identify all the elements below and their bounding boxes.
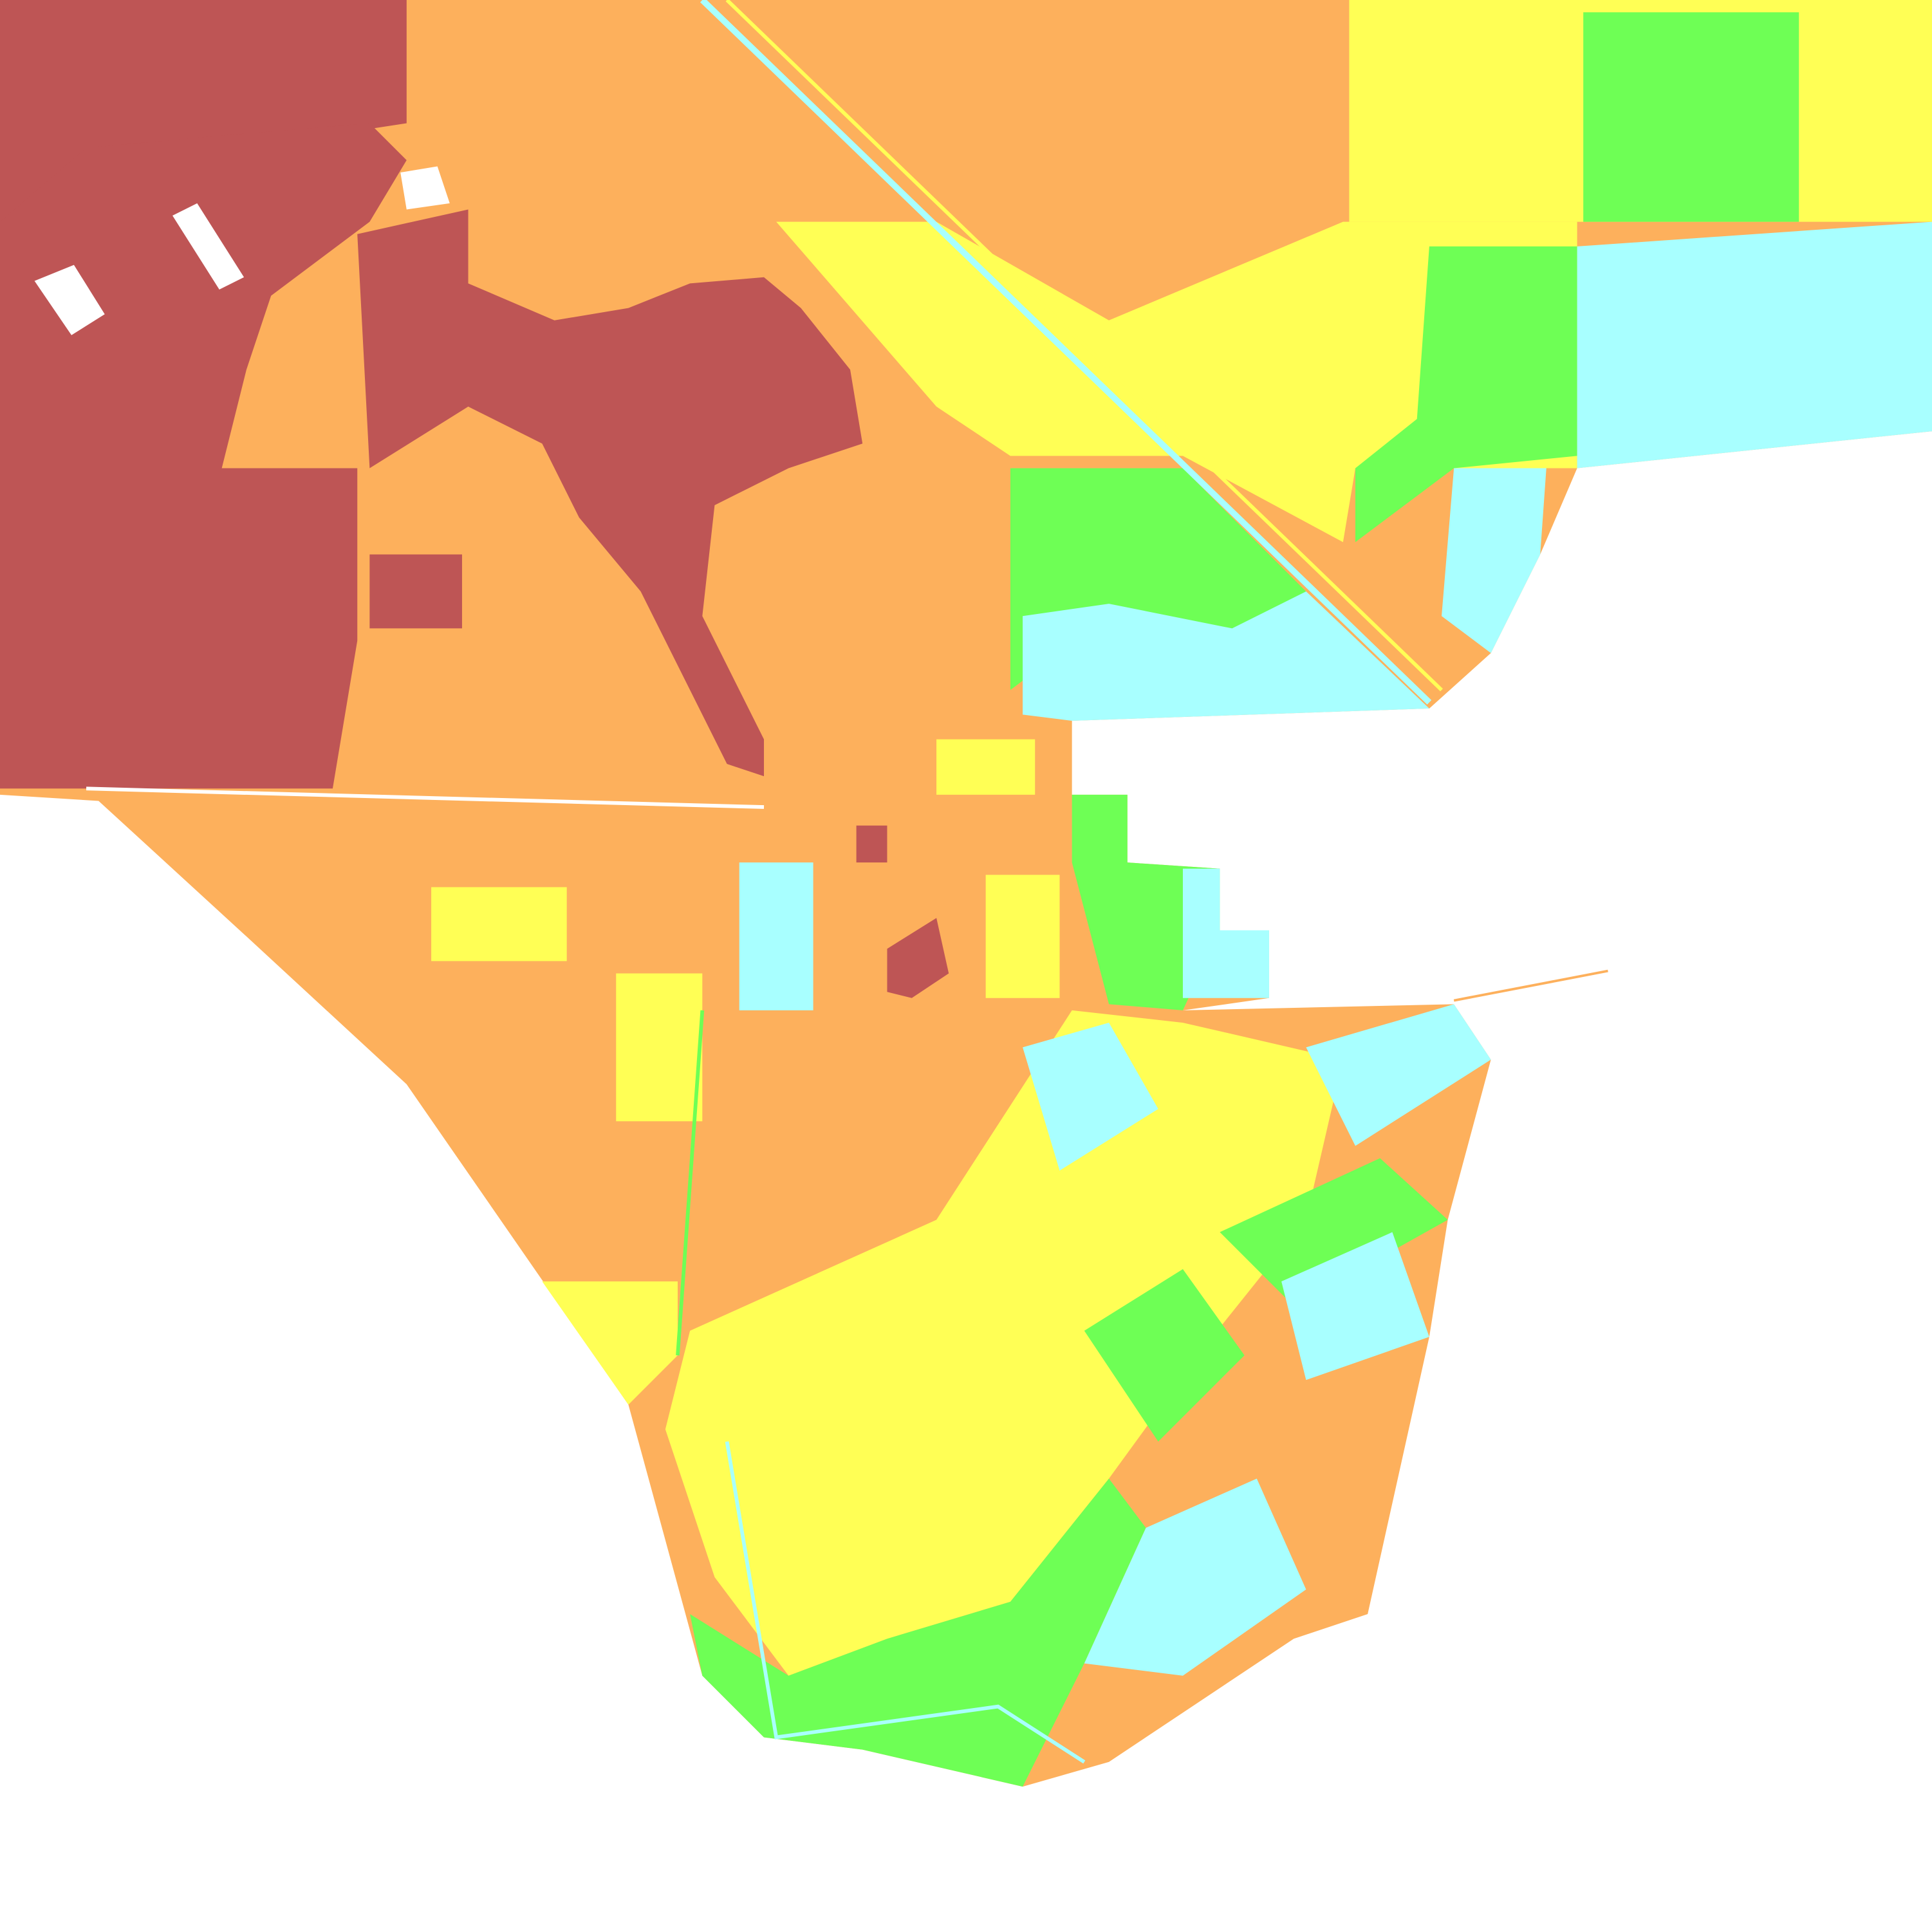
canal-east bbox=[1453, 969, 1608, 1002]
region-cyan-ne-2 bbox=[1442, 468, 1547, 653]
region-yellow-fields-3 bbox=[616, 973, 703, 1122]
region-yellow-fields-1 bbox=[936, 739, 1036, 795]
region-yellow-fields-4 bbox=[431, 887, 567, 961]
canal-diagonal bbox=[700, 0, 1432, 705]
road-west bbox=[86, 786, 765, 809]
region-cyan-ne bbox=[1577, 221, 1932, 469]
pond-white-3 bbox=[400, 166, 450, 210]
canal-south bbox=[676, 1010, 705, 1356]
region-cyan-se-2 bbox=[1281, 1232, 1429, 1380]
region-darkred-west bbox=[0, 123, 407, 789]
region-cyan-village bbox=[739, 862, 813, 1010]
region-green-strip bbox=[1220, 1158, 1448, 1306]
region-yellow-coast bbox=[542, 1281, 678, 1405]
region-darkred-block bbox=[369, 554, 462, 629]
pond-white-1 bbox=[34, 265, 105, 335]
region-yellow-fields-2 bbox=[985, 875, 1060, 998]
region-green-south-2 bbox=[1084, 1268, 1245, 1442]
pond-white-2 bbox=[172, 203, 245, 290]
region-darkred-small bbox=[856, 825, 887, 863]
region-cyan-se-3 bbox=[1084, 1478, 1306, 1676]
region-green-south-1 bbox=[690, 1478, 1146, 1787]
region-green-ne bbox=[1355, 246, 1577, 543]
region-cyan-fields bbox=[1182, 868, 1269, 998]
road-diagonal bbox=[725, 0, 1444, 692]
region-darkred-pond bbox=[887, 918, 949, 998]
region-darkred-main bbox=[0, 0, 407, 370]
region-cyan-se-4 bbox=[1023, 1023, 1158, 1171]
region-yellow-south bbox=[665, 1010, 1343, 1676]
region-cyan-center bbox=[1023, 591, 1429, 721]
region-darkred-river bbox=[357, 209, 863, 777]
road-south bbox=[725, 1441, 1086, 1764]
region-cyan-se-1 bbox=[1306, 1004, 1491, 1146]
region-green-top bbox=[1583, 12, 1799, 222]
